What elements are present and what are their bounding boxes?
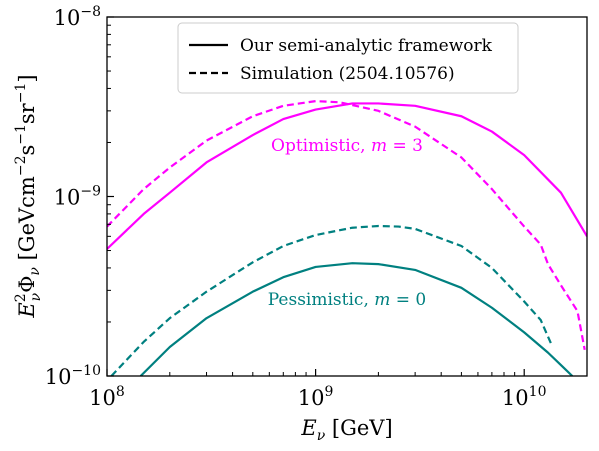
annotations: Optimistic, m = 3 Pessimistic, m = 0 [268,136,427,310]
y-tick-label: 10−9 [54,184,101,210]
x-tick-label: 108 [89,384,125,410]
series-pessimistic-solid [139,262,574,376]
series-pessimistic-dashed [110,224,553,376]
annotation-pessimistic: Pessimistic, m = 0 [268,290,427,310]
y-tick-label: 10−10 [45,363,101,389]
series-optimistic-solid [107,102,587,250]
x-axis-label: Eν [GeV] [300,416,392,444]
series-optimistic-dashed [107,100,586,350]
legend-box [177,22,519,94]
x-tick-label: 109 [298,384,334,410]
legend: Our semi-analytic framework Simulation (2… [177,22,519,94]
x-tick-label: 1010 [502,384,547,410]
y-axis-label: E2νΦν [GeVcm−2s−1sr−1] [13,74,44,318]
legend-label: Our semi-analytic framework [240,36,493,56]
legend-label: Simulation (2504.10576) [240,64,455,84]
annotation-optimistic: Optimistic, m = 3 [271,136,423,156]
y-tick-label: 10−8 [54,4,101,30]
axis-labels: Eν [GeV] E2νΦν [GeVcm−2s−1sr−1] [13,74,393,444]
axis-ticks: 108 109 1010 10−10 10−9 10−8 [45,4,547,410]
series-group [107,100,587,376]
